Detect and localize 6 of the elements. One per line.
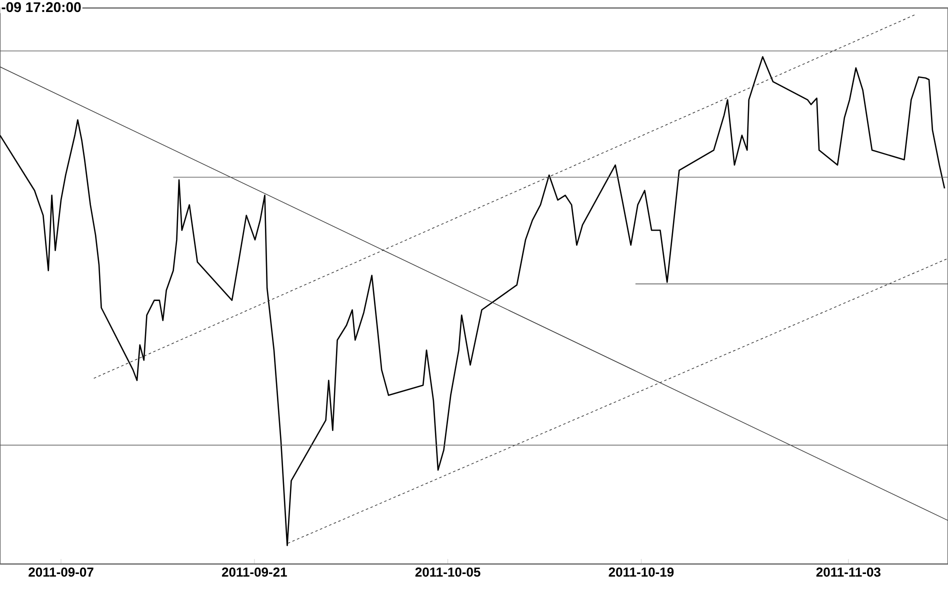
x-tick-label: 2011-10-05 [415,568,480,577]
x-tick-label: 2011-10-19 [608,568,674,577]
x-tick-label: 2011-09-07 [28,568,94,577]
x-tick-label: 2011-11-03 [816,568,880,577]
chart-title: -09 17:20:00 [2,2,81,12]
x-tick-label: 2011-09-21 [222,568,287,577]
